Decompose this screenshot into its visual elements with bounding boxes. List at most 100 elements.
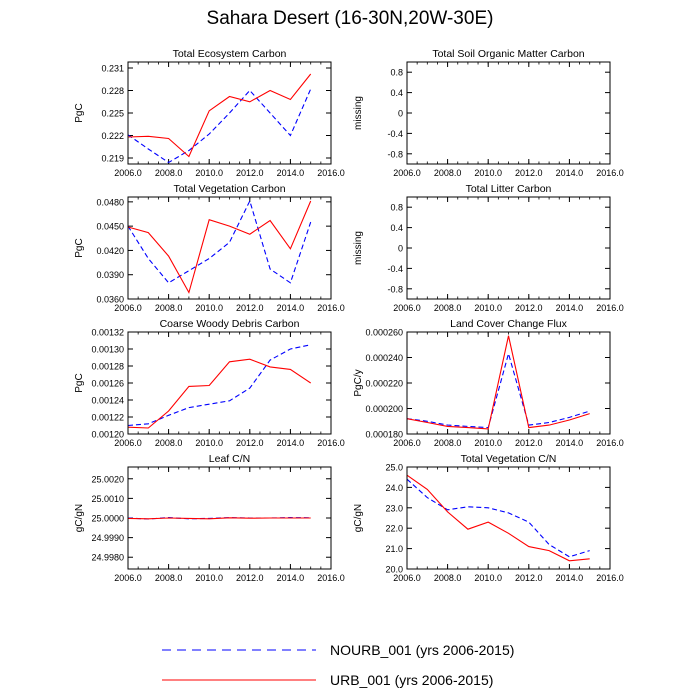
plot-frame — [406, 466, 611, 570]
y-tick-label: 25.0020 — [91, 474, 124, 484]
y-tick-label: 25.0 — [385, 463, 403, 473]
y-axis-label: PgC — [74, 103, 85, 122]
y-tick-label: 0.00126 — [91, 379, 124, 389]
panel-title: Land Cover Change Flux — [450, 318, 567, 330]
x-tick-label: 2006.0 — [393, 168, 421, 178]
y-axis-label: PgC/y — [353, 369, 364, 396]
series-urb-line — [127, 517, 311, 520]
x-tick-label: 2016.0 — [596, 438, 624, 448]
y-tick-label: 0.00124 — [91, 396, 124, 406]
x-tick-label: 2008.0 — [434, 303, 462, 313]
y-tick-label: 0.000240 — [365, 353, 403, 363]
y-tick-label: 24.9990 — [91, 533, 124, 543]
y-tick-label: 22.0 — [385, 524, 403, 534]
series-urb-line — [406, 474, 590, 562]
chart-panel-1: Total Ecosystem Carbon PgC 2006.0 2008.0 201… — [74, 48, 345, 178]
series-nourb-line — [127, 344, 311, 427]
x-tick-label: 2012.0 — [236, 303, 264, 313]
x-tick-label: 2010.0 — [195, 303, 223, 313]
x-tick-label: 2016.0 — [317, 573, 345, 583]
x-tick-label: 2008.0 — [434, 573, 462, 583]
series-nourb-line — [406, 478, 590, 558]
x-tick-label: 2014.0 — [277, 168, 305, 178]
panel-title: Total Vegetation C/N — [461, 453, 557, 465]
x-tick-label: 2008.0 — [155, 168, 183, 178]
y-tick-label: 20.0 — [385, 565, 403, 575]
series-urb-line — [127, 200, 312, 294]
y-tick-label: 0.0360 — [96, 295, 124, 305]
y-tick-label: 0.0390 — [96, 270, 124, 280]
y-tick-label: 0.0480 — [96, 197, 124, 207]
x-tick-label: 2014.0 — [277, 303, 305, 313]
x-tick-label: 2006.0 — [393, 303, 421, 313]
plot-frame — [127, 61, 332, 165]
y-tick-label: 0.000260 — [365, 328, 403, 338]
y-tick-label: 0.225 — [101, 109, 124, 119]
y-tick-label: 0.000220 — [365, 379, 403, 389]
panel-title: Total Litter Carbon — [466, 183, 552, 195]
y-tick-label: 0.4 — [390, 88, 403, 98]
chart-panel-2: Total Soil Organic Matter Carbon missing 2… — [353, 48, 624, 178]
panel-title: Leaf C/N — [209, 453, 250, 465]
y-tick-label: 0.00120 — [91, 430, 124, 440]
y-tick-label: 0.4 — [390, 223, 403, 233]
panel-title: Total Ecosystem Carbon — [173, 48, 287, 60]
chart-panel-3: Total Vegetation Carbon PgC 2006.0 2008.0 20… — [74, 183, 345, 313]
x-tick-label: 2006.0 — [114, 573, 142, 583]
x-tick-label: 2008.0 — [155, 438, 183, 448]
y-tick-label: 0.231 — [101, 64, 124, 74]
x-tick-label: 2008.0 — [155, 573, 183, 583]
y-tick-label: 0.000200 — [365, 404, 403, 414]
x-tick-label: 2014.0 — [556, 168, 584, 178]
x-tick-label: 2010.0 — [195, 168, 223, 178]
y-tick-label: 0.8 — [390, 68, 403, 78]
x-tick-label: 2016.0 — [596, 573, 624, 583]
x-tick-label: 2010.0 — [474, 168, 502, 178]
chart-panels: Total Ecosystem Carbon PgC 2006.0 2008.0 201… — [74, 48, 624, 583]
y-tick-label: 0 — [398, 244, 403, 254]
x-tick-label: 2012.0 — [236, 573, 264, 583]
y-tick-label: 0.000180 — [365, 430, 403, 440]
legend-urb-label: URB_001 (yrs 2006-2015) — [330, 672, 493, 688]
x-tick-label: 2016.0 — [317, 438, 345, 448]
x-tick-label: 2010.0 — [195, 438, 223, 448]
y-tick-label: 25.0000 — [91, 514, 124, 524]
series-nourb-line — [406, 351, 590, 429]
x-tick-label: 2006.0 — [393, 573, 421, 583]
x-tick-label: 2014.0 — [277, 438, 305, 448]
x-tick-label: 2016.0 — [317, 303, 345, 313]
y-tick-label: -0.4 — [387, 129, 403, 139]
panel-title: Coarse Woody Debris Carbon — [160, 318, 300, 330]
x-tick-label: 2012.0 — [236, 168, 264, 178]
legend: NOURB_001 (yrs 2006-2015) URB_001 (yrs 2… — [162, 642, 514, 688]
x-tick-label: 2016.0 — [317, 168, 345, 178]
plot-frame — [406, 61, 611, 165]
plot-frame — [127, 466, 332, 570]
series-urb-line — [127, 73, 312, 158]
x-tick-label: 2010.0 — [474, 573, 502, 583]
chart-panel-4: Total Litter Carbon missing 2006.0 2008.0 20… — [353, 183, 624, 313]
chart-panel-8: Total Vegetation C/N gC/gN 2006.0 2008.0 201… — [353, 453, 624, 583]
panel-title: Total Vegetation Carbon — [173, 183, 285, 195]
y-tick-label: -0.8 — [387, 149, 403, 159]
x-tick-label: 2012.0 — [515, 168, 543, 178]
y-axis-label: missing — [353, 96, 364, 130]
y-axis-label: PgC — [74, 238, 85, 257]
x-tick-label: 2006.0 — [114, 168, 142, 178]
y-tick-label: 23.0 — [385, 503, 403, 513]
y-tick-label: 0.228 — [101, 86, 124, 96]
plot-frame — [406, 331, 611, 435]
y-tick-label: 0.0420 — [96, 246, 124, 256]
y-tick-label: 21.0 — [385, 544, 403, 554]
x-tick-label: 2006.0 — [393, 438, 421, 448]
x-tick-label: 2016.0 — [596, 303, 624, 313]
y-tick-label: 0.222 — [101, 131, 124, 141]
x-tick-label: 2012.0 — [515, 438, 543, 448]
y-tick-label: 24.0 — [385, 483, 403, 493]
chart-panel-5: Coarse Woody Debris Carbon PgC 2006.0 2008.… — [74, 318, 345, 448]
x-tick-label: 2014.0 — [556, 438, 584, 448]
series-urb-line — [406, 335, 590, 430]
x-tick-label: 2014.0 — [556, 303, 584, 313]
y-tick-label: 0.0450 — [96, 222, 124, 232]
